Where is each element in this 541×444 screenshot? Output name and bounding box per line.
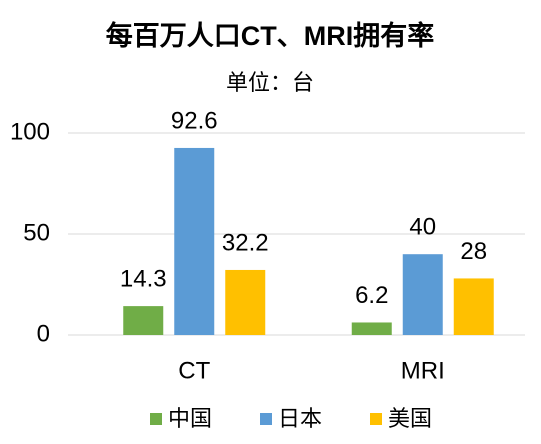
legend-swatch bbox=[150, 413, 162, 425]
data-label: 6.2 bbox=[355, 282, 388, 309]
legend-label: 日本 bbox=[278, 406, 322, 431]
legend-label: 中国 bbox=[168, 406, 212, 431]
legend-swatch bbox=[370, 413, 382, 425]
bar bbox=[174, 147, 215, 335]
bar bbox=[225, 269, 266, 335]
x-tick-label: CT bbox=[178, 357, 210, 384]
y-tick-label: 50 bbox=[23, 219, 50, 246]
data-label: 14.3 bbox=[120, 265, 167, 292]
bar bbox=[453, 278, 494, 335]
x-tick-label: MRI bbox=[401, 357, 445, 384]
data-label: 28 bbox=[460, 238, 487, 265]
bar bbox=[123, 306, 164, 335]
data-label: 32.2 bbox=[222, 229, 269, 256]
bar bbox=[351, 322, 392, 335]
data-label: 92.6 bbox=[171, 107, 218, 134]
chart-subtitle: 单位：台 bbox=[226, 70, 314, 95]
data-label: 40 bbox=[409, 214, 436, 241]
legend-swatch bbox=[260, 413, 272, 425]
chart-title: 每百万人口CT、MRI拥有率 bbox=[106, 20, 434, 51]
legend-label: 美国 bbox=[388, 406, 432, 431]
y-tick-label: 100 bbox=[10, 118, 50, 145]
y-tick-label: 0 bbox=[37, 320, 50, 347]
bar bbox=[402, 254, 443, 335]
